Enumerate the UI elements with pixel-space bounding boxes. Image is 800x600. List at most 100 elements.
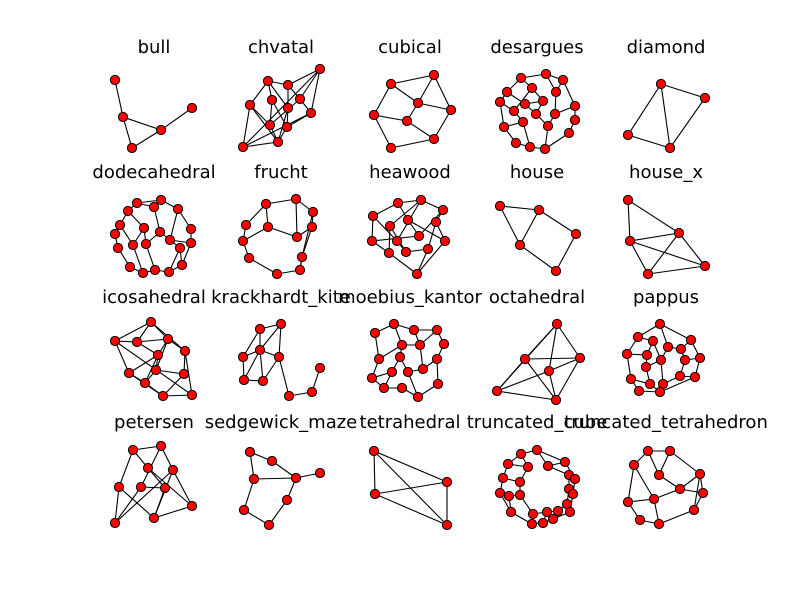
graph-node [154, 226, 166, 238]
graph-node [441, 476, 453, 488]
graph-edge [496, 370, 550, 392]
graph-node [266, 94, 278, 106]
graph-node [662, 341, 674, 353]
graph-edge [131, 129, 162, 149]
graph-node [542, 120, 554, 132]
graph-node [625, 373, 637, 385]
graph-node [549, 108, 561, 120]
graph-node [664, 142, 676, 154]
graph-node [113, 481, 125, 493]
graph-node [431, 324, 443, 336]
graph-node [537, 95, 549, 107]
graph-node [428, 69, 440, 81]
graph-edge [373, 450, 376, 495]
graph-node [547, 513, 559, 525]
graph-node [563, 127, 575, 139]
graph-node [654, 386, 666, 398]
graph-node [386, 366, 398, 378]
graph-node [145, 316, 157, 328]
graph-edge [433, 74, 452, 111]
graph-node [174, 242, 186, 254]
graph-node [655, 354, 667, 366]
graph-node [237, 351, 249, 363]
graph-node [640, 361, 652, 373]
panel-title: dodecahedral [92, 162, 215, 183]
graph-edge [388, 252, 418, 275]
graph-node [155, 194, 167, 206]
graph-node [415, 194, 427, 206]
graph-edge [389, 199, 422, 227]
graph-node [422, 243, 434, 255]
graph-node [282, 102, 294, 114]
graph-edge [278, 356, 290, 397]
graph-edge [153, 505, 193, 519]
panel-bull: bull [109, 37, 198, 154]
graph-edge [660, 83, 671, 149]
graph-node [570, 228, 582, 240]
graph-edge [259, 349, 264, 382]
panel-sedgewick-maze: sedgewick_maze [205, 412, 357, 531]
graph-node [552, 505, 564, 517]
panel-title: frucht [254, 162, 308, 183]
panel-title: tetrahedral [360, 412, 461, 433]
graph-node [515, 72, 527, 84]
graph-edge [406, 120, 435, 140]
graph-node [131, 336, 143, 348]
graph-node [114, 219, 126, 231]
graph-node [441, 519, 453, 531]
graph-node [149, 264, 161, 276]
graph-node [109, 74, 121, 86]
graph-edge [678, 232, 706, 267]
graph-edge [242, 68, 321, 148]
graph-edge [629, 232, 680, 242]
panel-title: pappus [633, 287, 699, 308]
graph-node [150, 364, 162, 376]
graph-node [109, 517, 121, 529]
panel-petersen: petersen [109, 412, 198, 529]
graph-node [694, 352, 706, 364]
panel-house: house [494, 162, 582, 277]
panel-title: truncated_tetrahedron [564, 412, 768, 433]
graph-node [385, 78, 397, 90]
graph-node [634, 514, 646, 526]
graph-edge [301, 211, 314, 258]
graph-edge [249, 104, 279, 143]
graph-node [445, 104, 457, 116]
graph-node [519, 353, 531, 365]
graph-edge [417, 74, 435, 104]
graph-node [557, 74, 569, 86]
graph-edge [548, 357, 581, 372]
graph-node [392, 197, 404, 209]
graph-edge [433, 109, 452, 140]
panel-title: moebius_kantor [338, 287, 482, 308]
graph-node [494, 487, 506, 499]
graph-edge [519, 244, 557, 272]
graph-node [628, 459, 640, 471]
graph-node [654, 318, 666, 330]
graph-edge [390, 138, 435, 149]
graph-edge [374, 493, 448, 526]
graph-node [685, 334, 697, 346]
graph-node [527, 508, 539, 520]
graph-node [238, 374, 250, 386]
graph-edge [627, 199, 631, 242]
graph-node [366, 372, 378, 384]
graph-edge [242, 141, 279, 148]
graph-node [508, 105, 520, 117]
graph-node [694, 468, 706, 480]
panel-octahedral: octahedral [489, 287, 585, 406]
graph-node [412, 97, 424, 109]
graph-node [243, 252, 255, 264]
panel-title: house_x [629, 162, 703, 183]
graph-node [378, 382, 390, 394]
graph-node [124, 261, 136, 273]
panel-title: desargues [490, 37, 583, 58]
graph-node [396, 382, 408, 394]
panel-title: house [510, 162, 564, 183]
panel-cubical: cubical [368, 37, 457, 154]
graph-edge [242, 328, 261, 358]
graph-node [294, 93, 306, 105]
graph-node [432, 378, 444, 390]
graph-edge [519, 209, 540, 246]
graph-edge [669, 97, 706, 149]
